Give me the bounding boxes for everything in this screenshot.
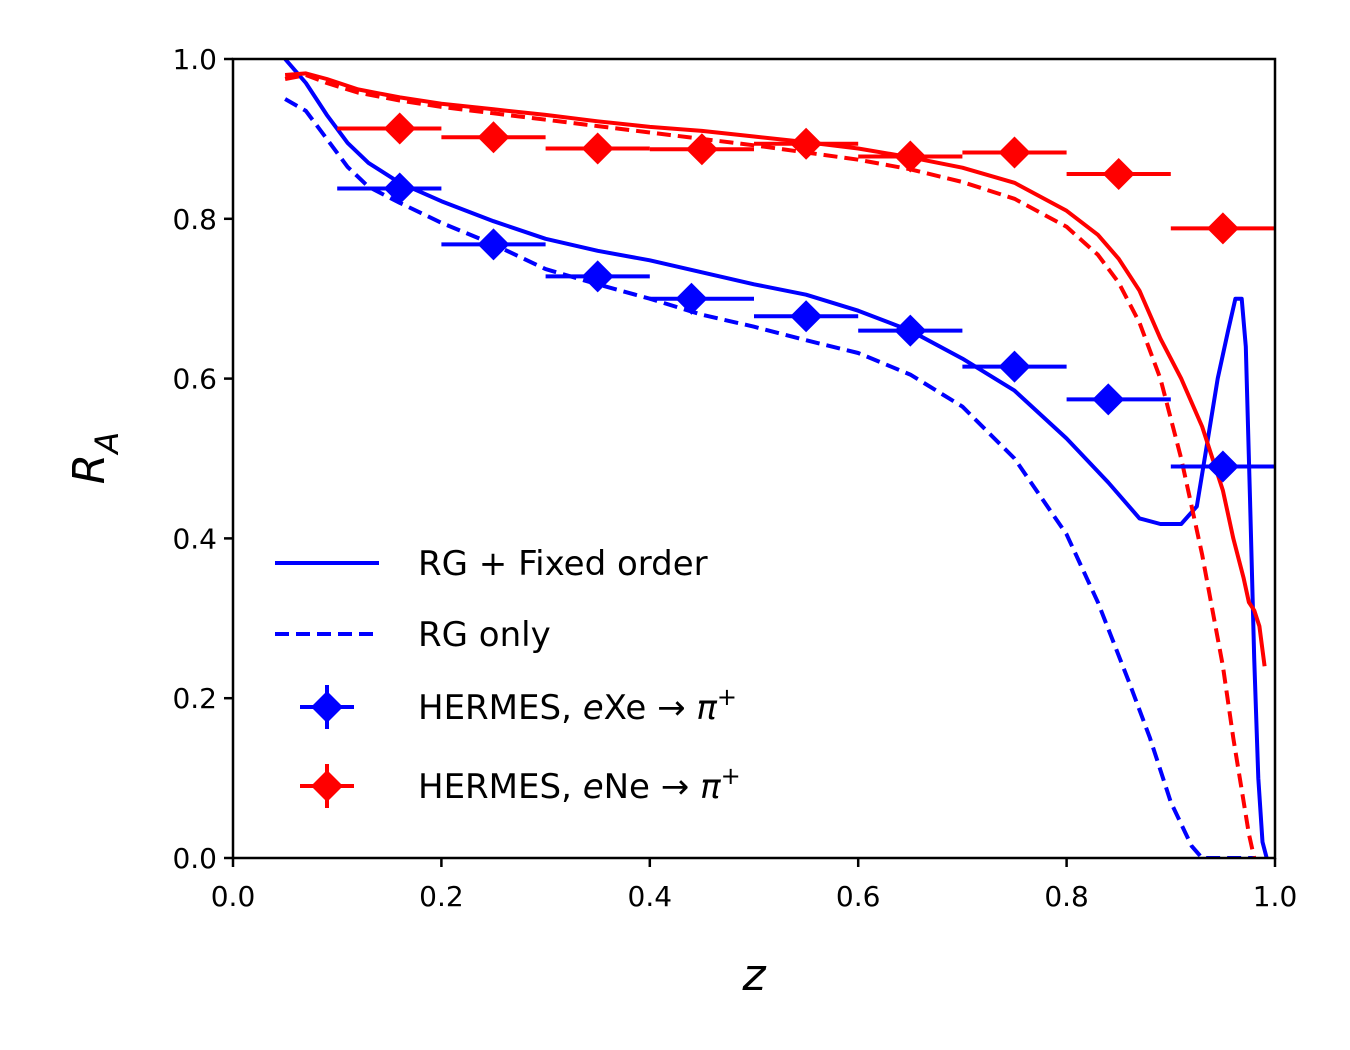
series-line-xe-dashed [284,97,1255,858]
x-tick-label: 1.0 [1253,880,1298,913]
legend-label-rg-only: RG only [418,615,551,655]
legend: RG + Fixed order RG only HERMES, eXe → π… [275,544,741,808]
legend-swatch-marker-xe [300,685,354,729]
y-axis-label-subscript: A [88,432,126,456]
data-point-xe [1206,450,1239,483]
data-point-xe [790,300,823,333]
data-point-ne [998,136,1031,169]
plot-frame [231,57,1277,860]
data-point-ne [894,140,927,173]
x-tick-label: 0.6 [836,880,881,913]
data-point-ne [685,133,718,166]
data-point-xe [998,350,1031,383]
data-point-ne [1206,212,1239,245]
y-tick-label: 0.4 [172,522,217,555]
legend-swatch-marker-ne [300,764,354,808]
x-tick-label: 0.8 [1044,880,1089,913]
legend-label-rg-fixed-order: RG + Fixed order [418,544,708,584]
legend-label-hermes-xe: HERMES, eXe → π+ [418,683,737,728]
data-point-ne [1102,158,1135,191]
y-tick-label: 0.6 [172,363,217,396]
y-tick-label: 0.8 [172,203,217,236]
legend-label-hermes-ne: HERMES, eNe → π+ [418,762,741,807]
data-points-layer [337,112,1275,483]
y-tick-label: 0.0 [172,842,217,875]
data-point-xe [581,260,614,293]
x-tick-label: 0.2 [419,880,464,913]
series-line-ne-solid [284,71,1267,667]
data-point-xe [1092,383,1125,416]
data-point-xe [675,282,708,315]
data-point-xe [383,172,416,205]
y-axis-label-main: R [64,454,115,485]
data-point-ne [477,121,510,154]
data-point-xe [477,228,510,261]
data-point-xe [894,314,927,347]
x-tick-label: 0.4 [628,880,673,913]
x-axis-label: z [741,950,766,1001]
data-point-ne [790,127,823,160]
series-line-xe-solid [283,59,1269,858]
y-tick-label: 0.2 [172,682,217,715]
x-tick-label: 0.0 [211,880,256,913]
y-tick-label: 1.0 [172,43,217,76]
series-line-ne-dashed [284,73,1257,858]
y-axis-label: RA [64,432,126,484]
axis-ticks: 0.0 0.2 0.4 0.6 0.8 1.0 0.0 0.2 0.4 0.6 0.8 1.0 [172,43,1297,913]
data-point-ne [383,112,416,145]
data-point-ne [581,132,614,165]
